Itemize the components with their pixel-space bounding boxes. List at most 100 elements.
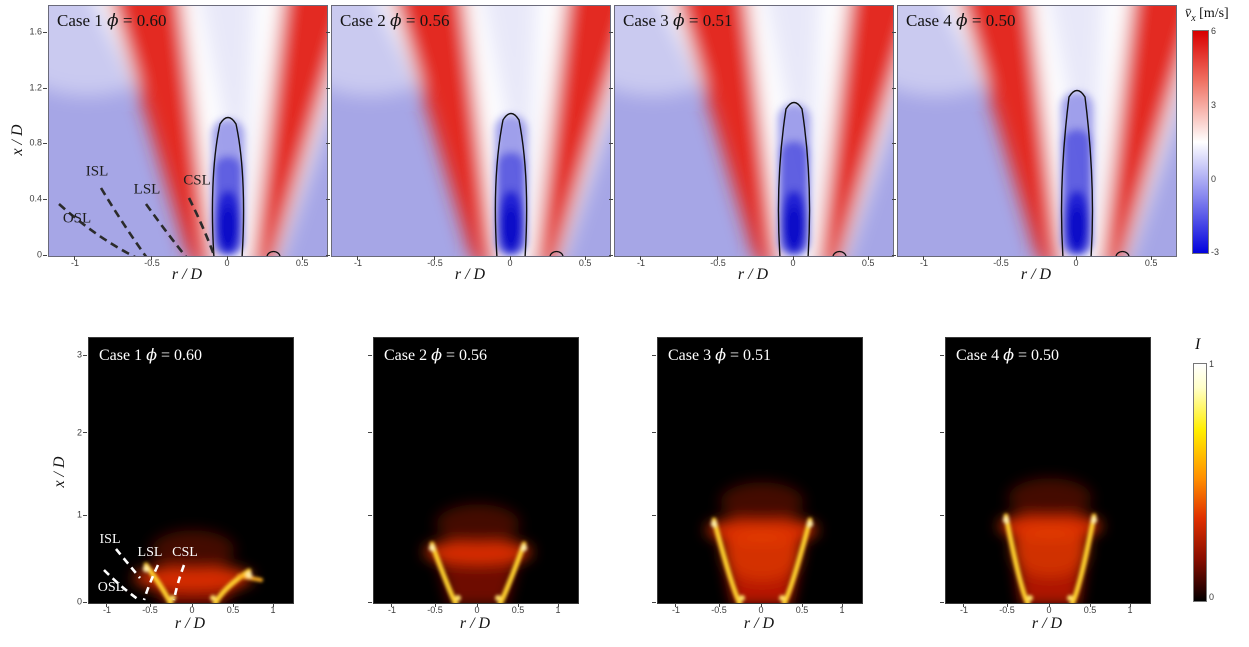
tick-mark bbox=[609, 142, 613, 144]
tick-mark bbox=[652, 354, 656, 356]
tick-mark bbox=[892, 254, 896, 256]
case-label: Case 1 bbox=[57, 11, 108, 30]
x-tick-label: 0 bbox=[474, 605, 480, 615]
tick-mark bbox=[326, 198, 330, 200]
tick-mark bbox=[434, 603, 436, 607]
tick-mark bbox=[43, 142, 47, 144]
zero-velocity-contour bbox=[1060, 89, 1094, 256]
zero-velocity-contour bbox=[777, 101, 811, 256]
phi-value: = 0.50 bbox=[967, 11, 1016, 30]
annotation-osl: OSL bbox=[97, 580, 125, 595]
tick-mark bbox=[1000, 256, 1002, 260]
y-tick-label: 3 bbox=[76, 349, 82, 360]
tick-mark bbox=[1089, 603, 1091, 607]
intensity-symbol: I bbox=[1195, 336, 1201, 353]
tick-mark bbox=[83, 432, 87, 434]
tick-mark bbox=[226, 256, 228, 260]
x-tick-label: 0 bbox=[790, 258, 796, 268]
y-tick-label: 0.4 bbox=[29, 193, 42, 204]
recirculation-core bbox=[778, 104, 810, 256]
secondary-contour bbox=[549, 250, 564, 256]
tick-mark bbox=[1075, 256, 1077, 260]
x-tick-label: 0.5 bbox=[578, 258, 592, 268]
x-tick-label: -0.5 bbox=[427, 258, 443, 268]
tick-mark bbox=[675, 603, 677, 607]
tick-mark bbox=[83, 354, 87, 356]
x-tick-label: -1 bbox=[353, 258, 362, 268]
y-axis-label-flame: x / D bbox=[51, 456, 68, 488]
x-axis-label: r / D bbox=[1031, 615, 1063, 632]
flame-luminosity-image bbox=[374, 338, 578, 603]
x-tick-label: 0 bbox=[758, 605, 764, 615]
x-tick-label: 0.5 bbox=[795, 605, 809, 615]
velocity-map-case-1: Case 1 ϕ = 0.60 bbox=[48, 5, 328, 257]
tick-mark bbox=[557, 603, 559, 607]
x-tick-label: 1 bbox=[555, 605, 561, 615]
secondary-contour bbox=[266, 250, 281, 256]
phi-symbol: ϕ bbox=[715, 345, 727, 364]
x-tick-label: 0.5 bbox=[861, 258, 875, 268]
velocity-map-case-4: Case 4 ϕ = 0.50 bbox=[897, 5, 1177, 257]
x-tick-label: 0 bbox=[507, 258, 513, 268]
x-tick-label: -1 bbox=[959, 605, 968, 615]
tick-mark bbox=[841, 603, 843, 607]
tick-mark bbox=[760, 603, 762, 607]
annotation-csl: CSL bbox=[183, 172, 211, 189]
x-tick-label: -0.5 bbox=[711, 605, 727, 615]
tick-mark bbox=[609, 198, 613, 200]
x-tick-label: -0.5 bbox=[710, 258, 726, 268]
x-axis-label: r / D bbox=[459, 615, 491, 632]
case-label: Case 3 bbox=[623, 11, 674, 30]
case-label: Case 2 bbox=[340, 11, 391, 30]
tick-mark bbox=[43, 31, 47, 33]
y-tick-label: 0 bbox=[36, 249, 42, 260]
tick-mark bbox=[476, 603, 478, 607]
x-axis-label: r / D bbox=[171, 266, 203, 283]
panel-title: Case 4 ϕ = 0.50 bbox=[956, 345, 1059, 365]
x-tick-label: 1 bbox=[839, 605, 845, 615]
tick-mark bbox=[652, 601, 656, 603]
x-axis-label: r / D bbox=[1020, 266, 1052, 283]
tick-mark bbox=[892, 198, 896, 200]
y-tick-label: 1 bbox=[76, 509, 82, 520]
annotation-osl: OSL bbox=[62, 210, 92, 227]
phi-symbol: ϕ bbox=[1003, 345, 1015, 364]
x-tick-label: -0.5 bbox=[999, 605, 1015, 615]
x-tick-label: 0.5 bbox=[511, 605, 525, 615]
x-tick-label: 0 bbox=[189, 605, 195, 615]
recirculation-core bbox=[495, 115, 527, 256]
secondary-contour bbox=[832, 250, 847, 256]
velocity-map-case-2: Case 2 ϕ = 0.56 bbox=[331, 5, 611, 257]
flame-image-case-1: Case 1 ϕ = 0.60 bbox=[88, 337, 294, 604]
colorbar-tick: 1 bbox=[1209, 359, 1215, 369]
flame-arms bbox=[1002, 513, 1098, 603]
velocity-heatmap bbox=[332, 6, 610, 256]
flame-glow bbox=[424, 504, 532, 603]
tick-mark bbox=[357, 256, 359, 260]
flame-image-case-4: Case 4 ϕ = 0.50 bbox=[945, 337, 1151, 604]
tick-mark bbox=[940, 514, 944, 516]
x-tick-label: 0 bbox=[1073, 258, 1079, 268]
tick-mark bbox=[892, 87, 896, 89]
x-axis-label: r / D bbox=[743, 615, 775, 632]
y-tick-label: 1.6 bbox=[29, 26, 42, 37]
x-axis-label: r / D bbox=[737, 266, 769, 283]
tick-mark bbox=[149, 603, 151, 607]
y-tick-label: 0.8 bbox=[29, 137, 42, 148]
y-tick-label: 1.2 bbox=[29, 82, 42, 93]
phi-value: = 0.51 bbox=[726, 347, 772, 364]
x-axis-label: r / D bbox=[174, 615, 206, 632]
flame-glow bbox=[706, 482, 818, 603]
x-tick-label: -1 bbox=[70, 258, 79, 268]
tick-mark bbox=[326, 31, 330, 33]
colorbar-tick: 0 bbox=[1211, 174, 1217, 184]
phi-value: = 0.56 bbox=[442, 347, 488, 364]
phi-value: = 0.60 bbox=[118, 11, 167, 30]
annotation-isl: ISL bbox=[85, 163, 109, 180]
zero-velocity-contour bbox=[211, 116, 245, 256]
tick-mark bbox=[434, 256, 436, 260]
velocity-colorbar bbox=[1192, 30, 1209, 254]
tick-mark bbox=[83, 514, 87, 516]
x-tick-label: -1 bbox=[387, 605, 396, 615]
